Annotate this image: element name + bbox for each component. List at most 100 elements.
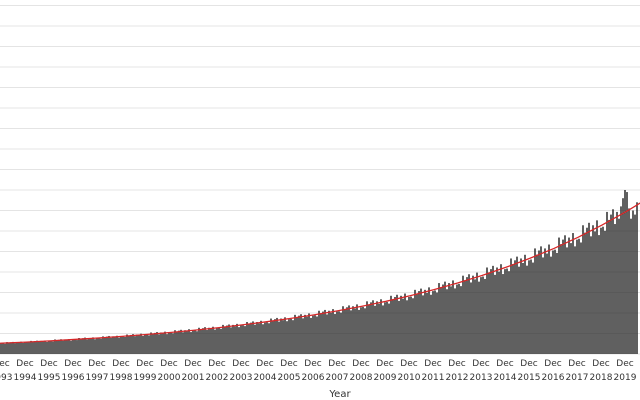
bar [554, 249, 556, 354]
bar [570, 243, 572, 354]
bar [196, 331, 198, 354]
bar [280, 318, 282, 354]
bar [276, 317, 278, 354]
bar [334, 314, 336, 354]
bar [262, 324, 264, 354]
bar [114, 337, 116, 354]
bar [206, 330, 208, 354]
bar [190, 332, 192, 354]
bar [434, 290, 436, 354]
bar [52, 341, 54, 354]
bar [532, 262, 534, 354]
bar [198, 327, 200, 354]
bar [436, 292, 438, 354]
bar [484, 278, 486, 354]
x-tick-month: Dec [472, 359, 489, 369]
bar [156, 332, 158, 354]
bar [202, 328, 204, 354]
bar [146, 334, 148, 354]
bar [452, 280, 454, 354]
bar [618, 218, 620, 354]
bar [400, 295, 402, 354]
x-tick-month: Dec [64, 359, 81, 369]
bar [354, 308, 356, 354]
bar [444, 281, 446, 354]
bar [138, 335, 140, 354]
x-tick-year: 1996 [62, 373, 85, 383]
bar [450, 286, 452, 354]
x-tick-label: Dec 2007 [326, 359, 349, 383]
bar [340, 312, 342, 354]
bar [166, 334, 168, 354]
x-tick-month: Dec [592, 359, 609, 369]
bar [82, 338, 84, 354]
bar [392, 299, 394, 354]
bar [136, 334, 138, 354]
x-tick-month: Dec [208, 359, 225, 369]
bar [208, 327, 210, 354]
bar [34, 341, 36, 354]
bar [378, 303, 380, 354]
bar [550, 256, 552, 354]
bar [140, 333, 142, 354]
bar [106, 336, 108, 354]
bar [566, 247, 568, 354]
bar [572, 233, 574, 354]
x-tick-label: Dec 2016 [542, 359, 565, 383]
x-tick-year: 1994 [14, 373, 37, 383]
bar [210, 328, 212, 354]
x-tick-label: Dec 1996 [62, 359, 85, 383]
bar [100, 338, 102, 354]
x-tick-label: Dec 1997 [86, 359, 109, 383]
bar [102, 336, 104, 354]
bar [180, 329, 182, 354]
bar [360, 307, 362, 354]
bar [22, 342, 24, 354]
x-tick-year: 2019 [614, 373, 637, 383]
bar [512, 264, 514, 354]
x-tick-label: Dec 2002 [206, 359, 229, 383]
bar [352, 306, 354, 354]
bar [472, 275, 474, 354]
bar [176, 331, 178, 354]
bar [494, 274, 496, 354]
bar [296, 317, 298, 354]
x-tick-month: Dec [448, 359, 465, 369]
bar [246, 322, 248, 354]
bar [104, 337, 106, 354]
bar [194, 330, 196, 354]
bar [486, 267, 488, 354]
x-tick-year: 2018 [590, 373, 613, 383]
bar [384, 302, 386, 354]
bar [182, 332, 184, 354]
bar [414, 289, 416, 354]
bar [226, 325, 228, 354]
bar [304, 314, 306, 354]
x-tick-month: Dec [496, 359, 513, 369]
bar [398, 300, 400, 354]
bar [60, 339, 62, 354]
x-tick-month: Dec [400, 359, 417, 369]
bar [358, 309, 360, 354]
x-tick-label: Dec 1998 [110, 359, 133, 383]
bar [332, 309, 334, 354]
x-tick-year: 2007 [326, 373, 349, 383]
bar [598, 235, 600, 354]
bar [14, 343, 16, 354]
bar [546, 253, 548, 354]
bar [236, 323, 238, 354]
bar [542, 257, 544, 354]
bar [502, 274, 504, 354]
bar [10, 342, 12, 354]
bar [588, 222, 590, 354]
bar [172, 333, 174, 354]
bar [622, 198, 624, 354]
bar [602, 226, 604, 354]
x-tick-label: Dec 1993 [0, 359, 12, 383]
x-tick-label: Dec 2013 [470, 359, 493, 383]
bar [538, 250, 540, 354]
bar [290, 318, 292, 354]
bar [122, 336, 124, 354]
bar [174, 330, 176, 354]
x-tick-year: 2011 [422, 373, 445, 383]
